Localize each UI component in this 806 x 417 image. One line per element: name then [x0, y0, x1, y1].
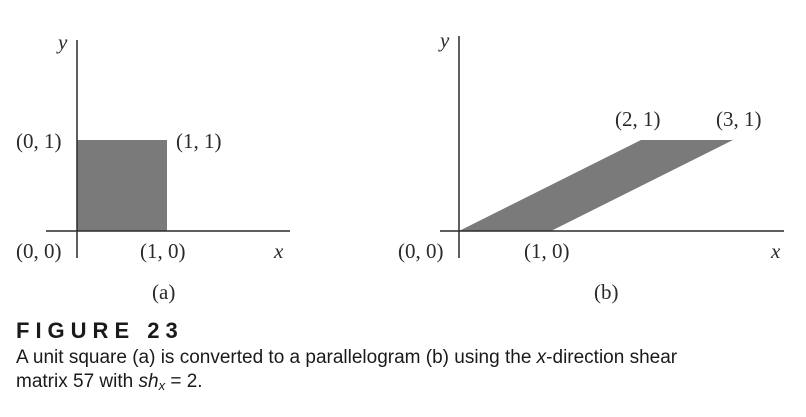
- unit-square: [77, 140, 167, 231]
- caption-line2-var-sub: x: [158, 378, 166, 393]
- panel-b-x-axis-label: x: [770, 239, 781, 263]
- figure-caption: A unit square (a) is converted to a para…: [16, 346, 796, 398]
- caption-line2-var: shx: [138, 371, 166, 393]
- panel-b-panel-label: (b): [594, 280, 619, 304]
- panel-a-x-point-label: (1, 0): [140, 239, 186, 263]
- panel-a: y (0, 1) (1, 1) (0, 0) (1, 0) x (a): [16, 30, 290, 304]
- caption-line1-prefix: A unit square (a) is converted to a para…: [16, 347, 537, 368]
- panel-a-corner-label: (1, 1): [176, 129, 222, 153]
- panel-a-y-point-label: (0, 1): [16, 129, 62, 153]
- panel-b-x-point-label: (1, 0): [524, 239, 570, 263]
- panel-b-y-axis-label: y: [438, 28, 450, 52]
- panel-a-x-axis-label: x: [273, 239, 284, 263]
- figure-heading: FIGURE 23: [16, 318, 184, 343]
- sheared-parallelogram: [459, 140, 733, 231]
- panel-b-top-right-label: (3, 1): [716, 107, 762, 131]
- caption-line1-var: x: [536, 347, 547, 368]
- panel-a-panel-label: (a): [152, 280, 175, 304]
- caption-line2-prefix: matrix 57 with: [16, 371, 139, 392]
- figure-caption-block: FIGURE 23 A unit square (a) is converted…: [16, 318, 796, 398]
- panel-b: y (2, 1) (3, 1) (0, 0) (1, 0) x (b): [398, 28, 784, 304]
- caption-line1-suffix: -direction shear: [546, 347, 678, 368]
- caption-line2-var-main: sh: [138, 371, 159, 392]
- panel-b-top-left-label: (2, 1): [615, 107, 661, 131]
- panel-a-y-axis-label: y: [56, 30, 68, 54]
- panel-a-origin-label: (0, 0): [16, 239, 62, 263]
- panel-b-origin-label: (0, 0): [398, 239, 444, 263]
- shear-figure: y (0, 1) (1, 1) (0, 0) (1, 0) x (a) y (2…: [16, 28, 784, 304]
- caption-line2-suffix: = 2.: [165, 371, 203, 392]
